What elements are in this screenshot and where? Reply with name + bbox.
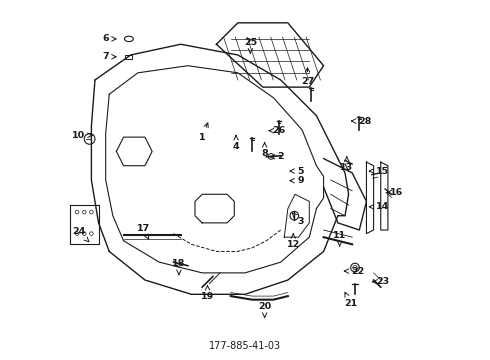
Text: 8: 8: [261, 143, 268, 158]
Text: 14: 14: [369, 202, 389, 211]
Text: 4: 4: [233, 135, 240, 150]
Text: 9: 9: [290, 176, 304, 185]
Text: 18: 18: [172, 260, 186, 274]
Text: 7: 7: [102, 52, 116, 61]
Text: 22: 22: [344, 267, 364, 276]
Text: 26: 26: [269, 126, 286, 135]
Text: 3: 3: [292, 213, 304, 226]
Text: 13: 13: [340, 157, 353, 172]
Text: 28: 28: [351, 117, 371, 126]
Text: 177-885-41-03: 177-885-41-03: [209, 342, 281, 351]
Text: 27: 27: [301, 68, 314, 86]
Text: 6: 6: [102, 35, 116, 44]
Text: 23: 23: [373, 277, 389, 286]
Text: 24: 24: [72, 227, 89, 242]
Text: 12: 12: [287, 234, 300, 249]
Text: 5: 5: [290, 167, 304, 176]
Text: 21: 21: [344, 292, 357, 308]
Text: 19: 19: [201, 285, 214, 301]
Text: 25: 25: [244, 38, 257, 53]
Text: 20: 20: [258, 302, 271, 318]
Text: 1: 1: [199, 123, 208, 141]
Text: 15: 15: [369, 167, 389, 176]
Text: 17: 17: [137, 224, 150, 239]
Text: 2: 2: [270, 152, 284, 161]
Text: 10: 10: [73, 131, 92, 140]
Text: 16: 16: [387, 188, 403, 197]
Text: 11: 11: [333, 231, 346, 246]
